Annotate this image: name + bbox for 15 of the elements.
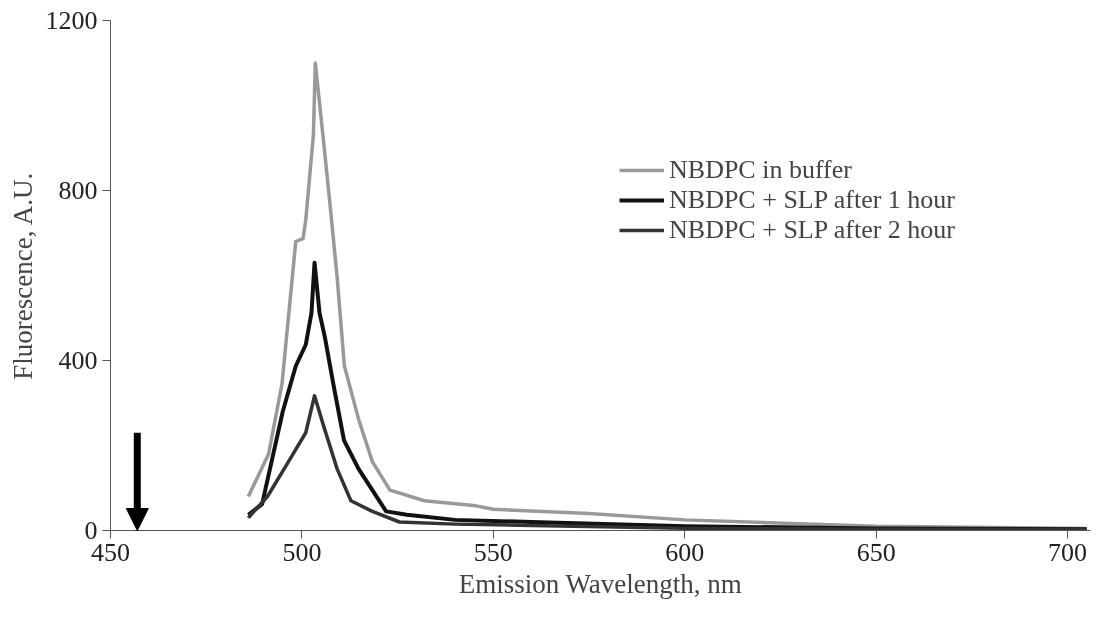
x-tick-label: 650 [856, 537, 896, 567]
y-tick-label: 400 [58, 346, 98, 375]
line-series [246, 394, 1089, 531]
x-axis-title: Emission Wavelength, nm [458, 568, 742, 599]
y-tick-label: 0 [84, 516, 98, 545]
y-tick-label: 1200 [45, 6, 98, 35]
legend-label: NBDPC in buffer [669, 155, 852, 185]
x-tick-label: 500 [282, 537, 322, 567]
x-tick-label: 600 [665, 537, 705, 567]
y-tick-label: 800 [58, 176, 98, 205]
legend-label: NBDPC + SLP after 2 hour [669, 215, 955, 245]
legend-label: NBDPC + SLP after 1 hour [669, 185, 955, 215]
x-tick-label: 700 [1048, 537, 1088, 567]
y-axis-title: Fluorescence, A.U. [7, 172, 38, 380]
x-tick-label: 550 [473, 537, 513, 567]
